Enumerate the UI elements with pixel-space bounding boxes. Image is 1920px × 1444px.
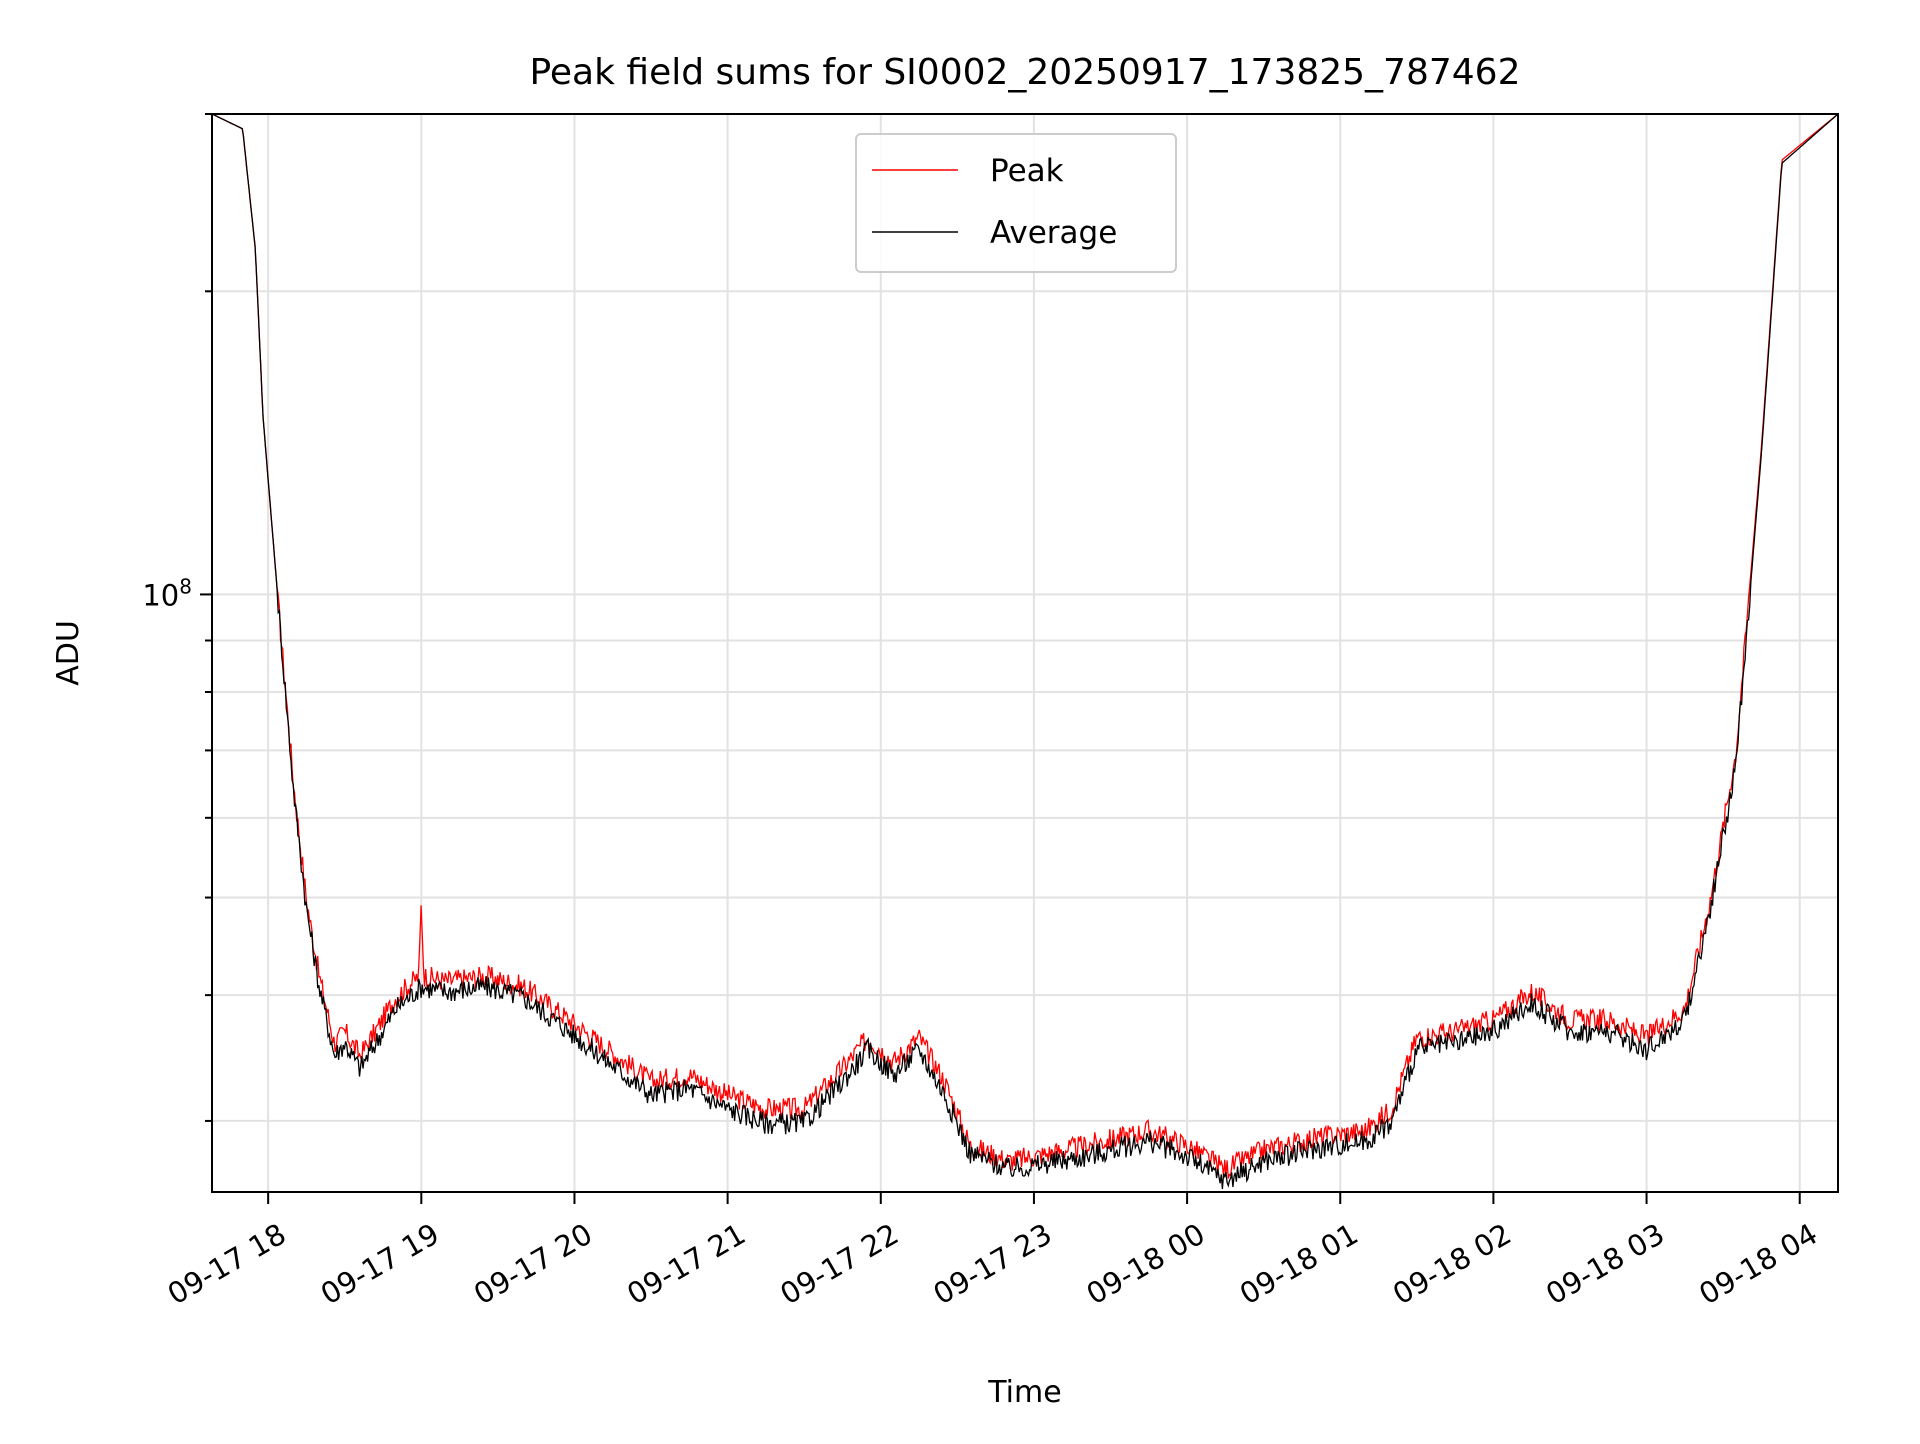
legend-label: Average bbox=[990, 215, 1117, 251]
legend: Peak Average bbox=[855, 133, 1177, 273]
legend-box bbox=[855, 133, 1177, 273]
legend-label: Peak bbox=[990, 153, 1064, 189]
series-line-average bbox=[212, 114, 1838, 1190]
grid-layer bbox=[212, 113, 1838, 1192]
x-axis-label: Time bbox=[987, 1375, 1061, 1410]
y-axis-label: ADU bbox=[51, 620, 86, 686]
chart-title: Peak field sums for SI0002_20250917_1738… bbox=[529, 52, 1520, 93]
series-line-peak bbox=[212, 114, 1838, 1179]
y-tick-label: 108 bbox=[142, 574, 192, 612]
series-layer bbox=[212, 114, 1838, 1190]
plot-frame bbox=[211, 113, 1839, 1193]
